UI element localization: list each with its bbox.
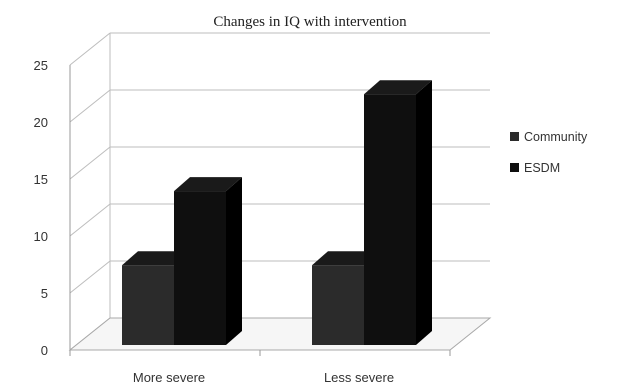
y-tick-label: 10 xyxy=(34,229,48,244)
legend: Community ESDM xyxy=(510,130,588,175)
gridline-side xyxy=(69,203,111,237)
y-tick-label: 20 xyxy=(34,115,48,130)
bar-top xyxy=(174,177,242,192)
bar-esdm-2 xyxy=(364,80,432,345)
bars xyxy=(122,80,432,345)
bar-top xyxy=(122,251,190,266)
bar-esdm-1 xyxy=(174,177,242,345)
bar-side xyxy=(226,177,242,345)
bar-front xyxy=(174,191,226,345)
bar-front xyxy=(364,94,416,345)
legend-label: Community xyxy=(524,130,588,144)
legend-label: ESDM xyxy=(524,161,560,175)
legend-swatch xyxy=(510,163,519,172)
gridline-side xyxy=(69,89,111,123)
bar-top xyxy=(312,251,380,266)
x-tick-labels: More severe Less severe xyxy=(133,370,394,385)
y-tick-label: 0 xyxy=(41,343,48,358)
y-tick-labels: 0 5 10 15 20 25 xyxy=(34,58,48,358)
gridline-side xyxy=(69,260,111,294)
bar-top xyxy=(364,80,432,95)
chart-title: Changes in IQ with intervention xyxy=(213,14,407,30)
gridline-side xyxy=(69,146,111,180)
bar-side xyxy=(416,80,432,345)
y-tick-label: 5 xyxy=(41,286,48,301)
bar-front xyxy=(312,265,364,345)
y-tick-label: 15 xyxy=(34,172,48,187)
legend-swatch xyxy=(510,132,519,141)
bar-front xyxy=(122,265,174,345)
y-tick-label: 25 xyxy=(34,58,48,73)
gridline-side xyxy=(69,32,111,66)
x-tick-label: Less severe xyxy=(324,370,394,385)
x-tick-label: More severe xyxy=(133,370,205,385)
